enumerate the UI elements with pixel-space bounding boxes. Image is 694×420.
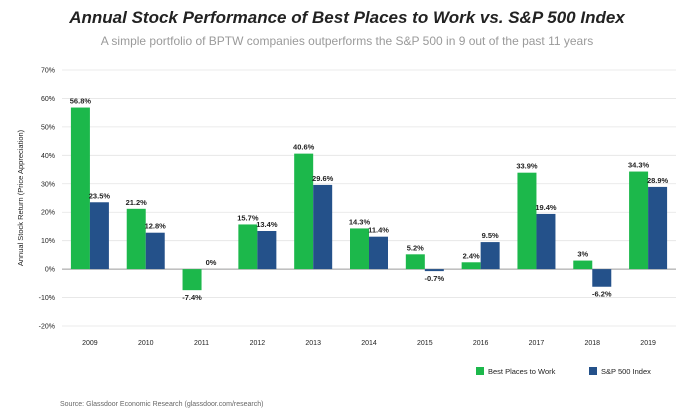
x-tick-label: 2013	[305, 340, 321, 347]
data-label: -0.7%	[425, 274, 445, 283]
legend-swatch	[589, 367, 597, 375]
sp500-bar	[369, 236, 388, 270]
sp500-bar	[145, 232, 165, 270]
data-label: 33.9%	[516, 162, 538, 171]
bptw-bar	[461, 262, 481, 270]
data-label: 34.3%	[628, 161, 650, 170]
data-label: 9.5%	[482, 231, 499, 240]
legend-label: Best Places to Work	[488, 367, 556, 376]
y-axis-label: Annual Stock Return (Price Appreciation)	[16, 129, 25, 266]
data-label: 28.9%	[647, 176, 669, 185]
bptw-bar	[573, 260, 593, 270]
data-label: 5.2%	[407, 243, 424, 252]
sp500-bar	[480, 242, 500, 270]
data-label: 15.7%	[237, 213, 259, 222]
y-tick-label: 70%	[41, 68, 55, 75]
y-tick-label: 30%	[41, 181, 55, 188]
data-label: -6.2%	[592, 290, 612, 299]
sp500-bar	[592, 269, 612, 287]
sp500-bar	[89, 202, 109, 270]
x-tick-label: 2016	[473, 340, 489, 347]
x-tick-label: 2011	[194, 340, 209, 347]
data-label: 11.4%	[368, 226, 389, 235]
x-tick-label: 2015	[417, 340, 433, 347]
sp500-bar	[648, 186, 668, 270]
x-tick-label: 2014	[361, 340, 377, 347]
x-tick-label: 2010	[138, 340, 154, 347]
sp500-bar	[257, 230, 277, 270]
y-tick-label: 60%	[41, 96, 55, 103]
y-tick-label: 40%	[41, 153, 55, 160]
data-label: 13.4%	[256, 220, 278, 229]
bptw-bar	[294, 153, 314, 270]
y-tick-label: 50%	[41, 124, 55, 131]
bptw-bar	[126, 208, 146, 270]
y-tick-label: 0%	[45, 267, 55, 274]
data-label: 21.2%	[126, 198, 148, 207]
data-label: 23.5%	[89, 191, 111, 200]
data-label: -7.4%	[182, 293, 202, 302]
source-note: Source: Glassdoor Economic Research (gla…	[60, 401, 264, 408]
bptw-bar	[629, 171, 649, 270]
bptw-bar	[405, 254, 425, 270]
data-label: 2.4%	[463, 251, 480, 260]
y-tick-label: -20%	[39, 324, 55, 331]
chart-subtitle: A simple portfolio of BPTW companies out…	[100, 34, 594, 48]
bptw-bar	[238, 224, 258, 270]
data-label: 19.4%	[535, 203, 557, 212]
x-tick-label: 2019	[640, 340, 656, 347]
x-tick-label: 2017	[529, 340, 545, 347]
data-label: 40.6%	[293, 143, 315, 152]
data-label: 12.8%	[145, 222, 167, 231]
bptw-bar	[182, 269, 202, 291]
x-tick-label: 2012	[250, 340, 266, 347]
x-tick-label: 2018	[584, 340, 600, 347]
data-label: 3%	[577, 250, 588, 259]
bptw-bar	[70, 107, 90, 270]
legend-label: S&P 500 Index	[601, 367, 651, 376]
legend-swatch	[476, 367, 484, 375]
data-label: 56.8%	[70, 97, 92, 106]
data-label: 29.6%	[312, 174, 334, 183]
x-tick-label: 2009	[82, 340, 98, 347]
y-tick-label: 10%	[41, 238, 55, 245]
bptw-bar	[517, 172, 537, 270]
data-label: 0%	[206, 258, 217, 267]
sp500-bar	[536, 213, 556, 270]
chart-title: Annual Stock Performance of Best Places …	[69, 8, 625, 27]
data-label: 14.3%	[349, 217, 371, 226]
bptw-bar	[350, 228, 369, 270]
y-tick-label: 20%	[41, 210, 55, 217]
y-tick-label: -10%	[39, 295, 55, 302]
sp500-bar	[313, 184, 333, 270]
sp500-bar	[424, 269, 444, 272]
